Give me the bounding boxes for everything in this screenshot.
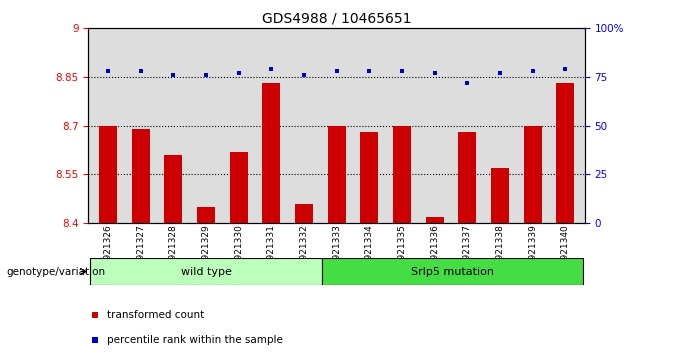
Point (168, 72, 179, 78)
Bar (458, 132, 476, 223)
Point (527, 68, 538, 74)
Point (364, 68, 375, 74)
Bar (230, 152, 248, 223)
Bar (322, 258, 583, 285)
Bar (426, 217, 443, 223)
Point (396, 68, 407, 74)
Point (299, 72, 309, 78)
Bar (524, 126, 541, 223)
Bar (393, 126, 411, 223)
Bar (556, 84, 574, 223)
Text: percentile rank within the sample: percentile rank within the sample (107, 335, 284, 345)
Point (233, 70, 244, 76)
Bar (491, 168, 509, 223)
Title: GDS4988 / 10465651: GDS4988 / 10465651 (262, 12, 411, 26)
Text: genotype/variation: genotype/variation (7, 267, 106, 276)
Text: Srlp5 mutation: Srlp5 mutation (411, 267, 494, 277)
Bar (328, 126, 345, 223)
Point (266, 67, 277, 72)
Point (429, 70, 440, 76)
Point (103, 68, 114, 74)
Text: transformed count: transformed count (107, 310, 205, 320)
Point (462, 80, 473, 86)
Bar (262, 84, 280, 223)
Bar (99, 126, 117, 223)
Point (494, 70, 505, 76)
Bar (295, 204, 313, 223)
Text: wild type: wild type (180, 267, 231, 277)
Point (201, 72, 211, 78)
Point (331, 68, 342, 74)
Point (135, 68, 146, 74)
Bar (197, 207, 215, 223)
Bar (360, 132, 378, 223)
Bar (90, 258, 322, 285)
Bar (165, 155, 182, 223)
Bar (132, 129, 150, 223)
Point (560, 67, 571, 72)
